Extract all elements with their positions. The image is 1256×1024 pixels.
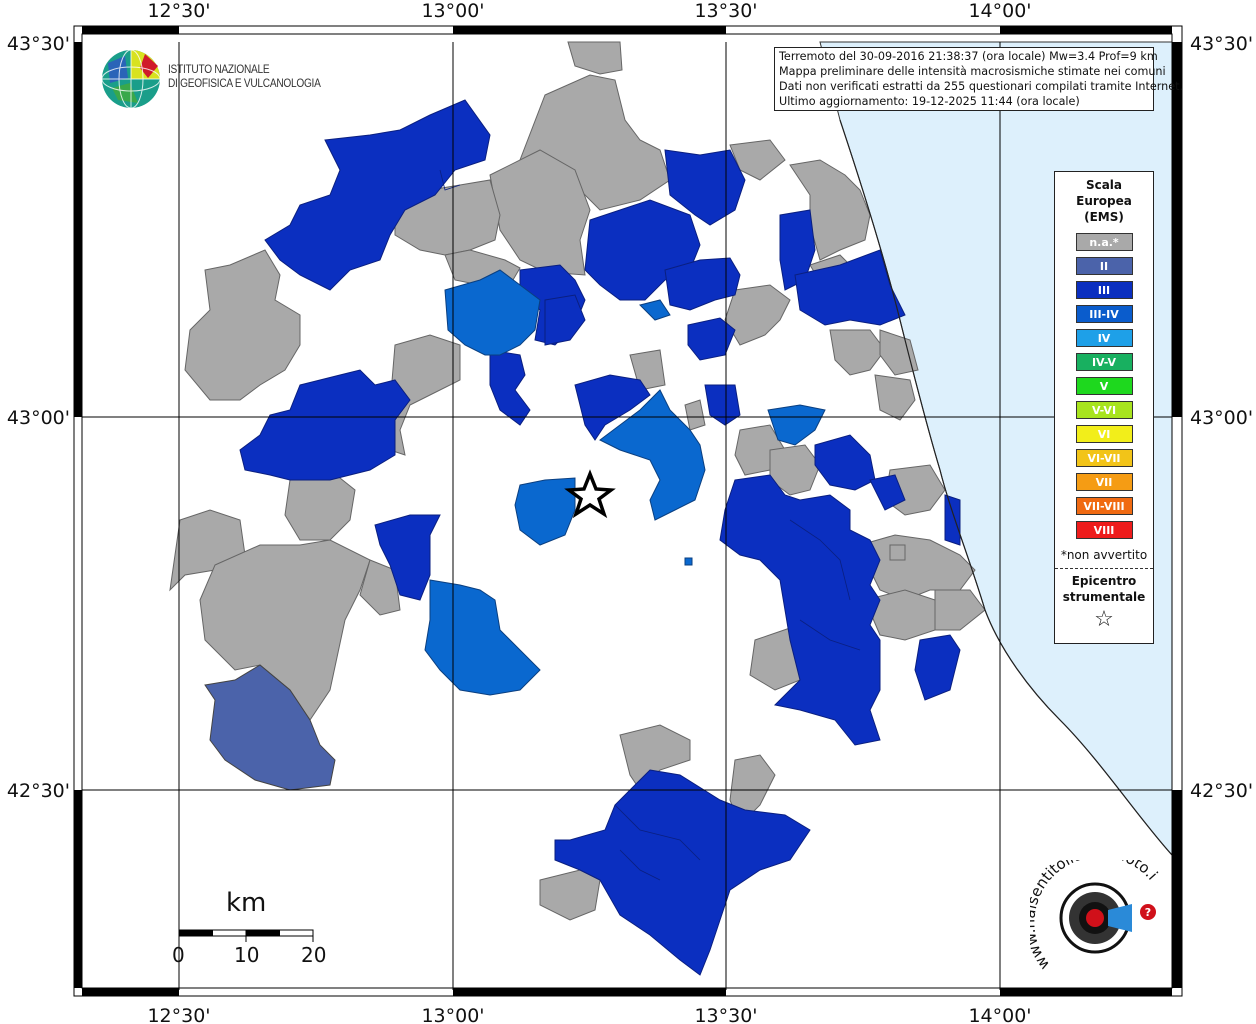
ingv-name: ISTITUTO NAZIONALE DI GEOFISICA E VULCAN… <box>168 63 321 91</box>
svg-text:43°00': 43°00' <box>7 407 70 429</box>
areas-iii-iv <box>424 269 826 696</box>
legend-title-line1: Scala <box>1085 178 1123 192</box>
legend-item-ii: II <box>1075 257 1133 275</box>
legend-title-line2: Europea <box>1076 194 1132 208</box>
svg-text:43°30': 43°30' <box>1190 33 1253 55</box>
legend-item-vi-vii: VI-VII <box>1075 449 1133 467</box>
earthquake-info-box: Terremoto del 30-09-2016 21:38:37 (ora l… <box>774 47 1184 111</box>
svg-text:14°00': 14°00' <box>968 0 1031 22</box>
svg-text:12°30': 12°30' <box>147 1005 210 1024</box>
ingv-name-line1: ISTITUTO NAZIONALE <box>168 64 270 76</box>
map-frame <box>73 25 1183 997</box>
ingv-name-line2: DI GEOFISICA E VULCANOLOGIA <box>168 78 321 90</box>
ems-legend: Scala Europea (EMS) n.a.* II III III-IV IV IV… <box>1054 171 1154 644</box>
legend-epicenter-line1: Epicentro <box>1071 574 1137 588</box>
coastline <box>839 119 1173 856</box>
lon-labels-top: 12°30' 13°00' 13°30' 14°00' <box>147 0 1031 22</box>
legend-item-v: V <box>1075 377 1133 395</box>
legend-item-iv-v: IV-V <box>1075 353 1133 371</box>
area-ii <box>204 664 336 791</box>
info-line-event: Terremoto del 30-09-2016 21:38:37 (ora l… <box>779 50 1158 63</box>
hsit-target-icon: ? www.haisentitoilterremoto.it <box>1020 843 1161 973</box>
legend-item-v-vi: V-VI <box>1075 401 1133 419</box>
lon-labels-bottom: 12°30' 13°00' 13°30' 14°00' <box>147 1005 1031 1024</box>
legend-epicenter-label: Epicentro strumentale <box>1055 573 1153 605</box>
legend-divider <box>1055 568 1153 569</box>
svg-text:43°30': 43°30' <box>7 33 70 55</box>
svg-text:43°00': 43°00' <box>1190 407 1253 429</box>
info-line-data-source: Dati non verificati estratti da 255 ques… <box>779 80 1184 93</box>
scale-tick-20: 20 <box>301 943 327 967</box>
info-line-updated: Ultimo aggiornamento: 19-12-2025 11:44 (… <box>779 95 1080 108</box>
legend-star-icon: ☆ <box>1094 607 1114 632</box>
svg-text:13°30': 13°30' <box>694 1005 757 1024</box>
ingv-globe-icon <box>101 49 161 109</box>
svg-text:42°30': 42°30' <box>7 780 70 802</box>
legend-item-iv: IV <box>1075 329 1133 347</box>
legend-items: n.a.* II III III-IV IV IV-V V V-VI VI VI-VII VII VI… <box>1055 233 1153 539</box>
svg-text:?: ? <box>1145 906 1151 919</box>
svg-text:14°00': 14°00' <box>968 1005 1031 1024</box>
info-line-description: Mappa preliminare delle intensità macros… <box>779 65 1166 78</box>
svg-text:42°30': 42°30' <box>1190 780 1253 802</box>
scale-bar <box>178 929 314 942</box>
legend-note: *non avvertito <box>1060 548 1148 562</box>
legend-item-iii-iv: III-IV <box>1075 305 1133 323</box>
legend-title-line3: (EMS) <box>1084 210 1124 224</box>
scale-tick-0: 0 <box>172 943 185 967</box>
svg-text:13°30': 13°30' <box>694 0 757 22</box>
scale-tick-10: 10 <box>234 943 260 967</box>
ingv-logo <box>100 48 330 110</box>
legend-item-vii: VII <box>1075 473 1133 491</box>
svg-text:13°00': 13°00' <box>421 1005 484 1024</box>
legend-item-viii: VIII <box>1075 521 1133 539</box>
legend-epicenter-line2: strumentale <box>1062 590 1146 604</box>
legend-item-vi: VI <box>1075 425 1133 443</box>
svg-text:13°00': 13°00' <box>421 0 484 22</box>
legend-item-n-a: n.a.* <box>1075 233 1133 251</box>
lat-labels-left: 43°30' 43°00' 42°30' <box>7 33 70 802</box>
hsit-logo: ? www.haisentitoilterremoto.it <box>1020 843 1170 980</box>
legend-title: Scala Europea (EMS) <box>1055 177 1153 225</box>
epicenter-star[interactable] <box>564 469 616 519</box>
legend-item-vii-viii: VII-VIII <box>1075 497 1133 515</box>
lat-labels-right: 43°30' 43°00' 42°30' <box>1190 33 1253 802</box>
scale-unit: km <box>226 888 267 918</box>
legend-item-iii: III <box>1075 281 1133 299</box>
graticule <box>82 42 1172 990</box>
municipal-borders <box>439 169 861 881</box>
svg-text:12°30': 12°30' <box>147 0 210 22</box>
areas-iii <box>239 99 961 976</box>
